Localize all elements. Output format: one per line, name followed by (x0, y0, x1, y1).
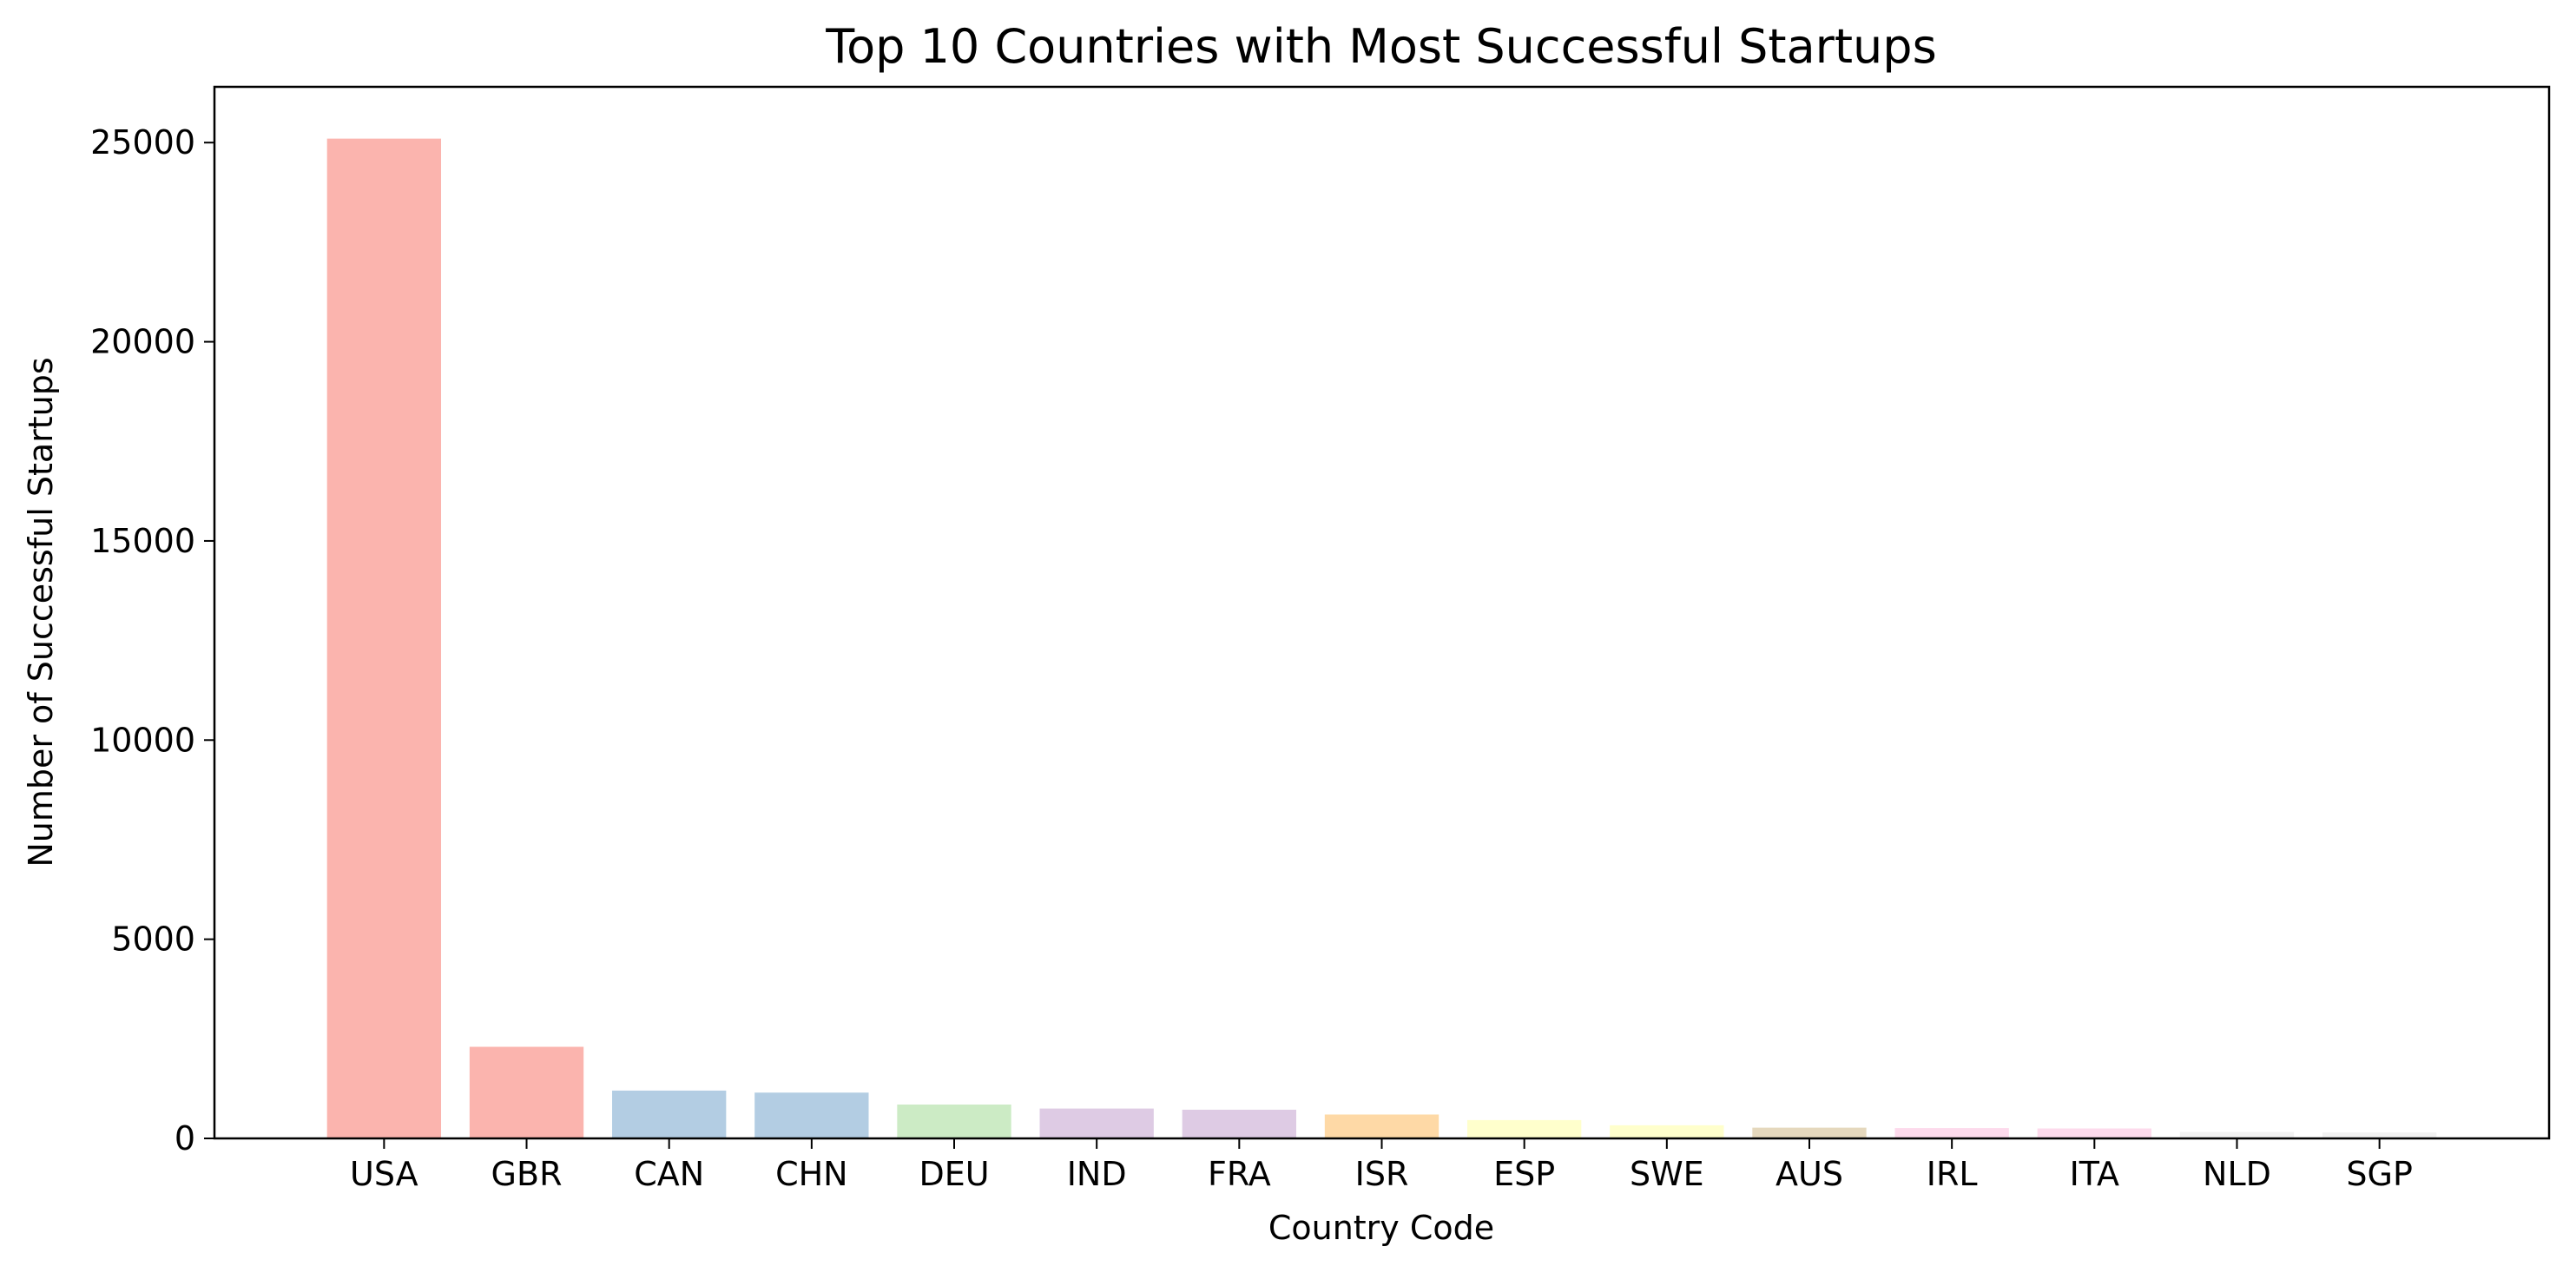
chart-title: Top 10 Countries with Most Successful St… (825, 19, 1936, 74)
x-tick-label: FRA (1208, 1155, 1271, 1193)
bar-deu (897, 1105, 1011, 1138)
bars-group (326, 138, 2437, 1138)
x-tick-label: SWE (1630, 1155, 1704, 1193)
x-tick-label: GBR (491, 1155, 563, 1193)
y-axis-ticks: 0 5000 10000 15000 20000 25000 (90, 123, 214, 1158)
bar-irl (1894, 1128, 2009, 1138)
x-tick-label: CAN (634, 1155, 704, 1193)
bar-chn (754, 1092, 869, 1138)
x-tick-label: IND (1067, 1155, 1127, 1193)
x-tick-label: ESP (1493, 1155, 1555, 1193)
bar-esp (1467, 1119, 1582, 1138)
bar-nld (2179, 1131, 2295, 1138)
y-axis-label: Number of Successful Startups (22, 357, 60, 867)
y-tick-label: 5000 (111, 920, 195, 959)
bar-fra (1182, 1109, 1296, 1138)
x-axis-label: Country Code (1268, 1209, 1494, 1247)
x-tick-label: ISR (1355, 1155, 1409, 1193)
x-tick-label: IRL (1927, 1155, 1978, 1193)
x-tick-label: DEU (919, 1155, 989, 1193)
bar-ita (2037, 1128, 2151, 1138)
x-tick-label: AUS (1776, 1155, 1843, 1193)
bar-ind (1039, 1108, 1154, 1138)
x-tick-label: SGP (2346, 1155, 2412, 1193)
bar-sgp (2322, 1132, 2437, 1138)
bar-gbr (469, 1046, 584, 1138)
bar-can (612, 1090, 727, 1138)
y-tick-label: 0 (175, 1119, 195, 1158)
bar-swe (1610, 1125, 1724, 1138)
bar-isr (1324, 1114, 1440, 1138)
x-axis-ticks: USA GBR CAN CHN DEU IND FRA ISR ESP SWE AUS IRL ITA N… (350, 1138, 2413, 1193)
y-tick-label: 10000 (90, 721, 195, 759)
bar-usa (326, 138, 442, 1138)
x-tick-label: USA (350, 1155, 418, 1193)
y-tick-label: 15000 (90, 522, 195, 560)
y-tick-label: 20000 (90, 323, 195, 361)
x-tick-label: ITA (2070, 1155, 2119, 1193)
x-tick-label: CHN (775, 1155, 848, 1193)
x-tick-label: NLD (2203, 1155, 2271, 1193)
y-tick-label: 25000 (90, 123, 195, 162)
bar-aus (1752, 1127, 1867, 1138)
plot-frame (213, 85, 2551, 1140)
